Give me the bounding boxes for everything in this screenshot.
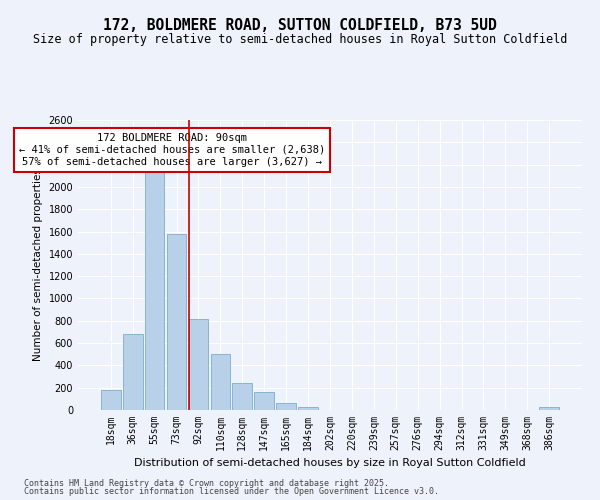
Bar [298, 406, 318, 410]
Text: Size of property relative to semi-detached houses in Royal Sutton Coldfield: Size of property relative to semi-detach… [33, 32, 567, 46]
Y-axis label: Number of semi-detached properties: Number of semi-detached properties [33, 168, 43, 362]
Bar [276, 404, 296, 410]
Bar [123, 334, 143, 410]
Text: Contains HM Land Registry data © Crown copyright and database right 2025.: Contains HM Land Registry data © Crown c… [24, 478, 389, 488]
Text: 172 BOLDMERE ROAD: 90sqm
← 41% of semi-detached houses are smaller (2,638)
57% o: 172 BOLDMERE ROAD: 90sqm ← 41% of semi-d… [19, 134, 325, 166]
Bar [211, 354, 230, 410]
Bar [232, 383, 252, 410]
Bar [254, 392, 274, 410]
Bar [145, 170, 164, 410]
Bar [101, 390, 121, 410]
Bar [539, 406, 559, 410]
Bar [167, 234, 187, 410]
Text: Contains public sector information licensed under the Open Government Licence v3: Contains public sector information licen… [24, 487, 439, 496]
Text: 172, BOLDMERE ROAD, SUTTON COLDFIELD, B73 5UD: 172, BOLDMERE ROAD, SUTTON COLDFIELD, B7… [103, 18, 497, 32]
X-axis label: Distribution of semi-detached houses by size in Royal Sutton Coldfield: Distribution of semi-detached houses by … [134, 458, 526, 468]
Bar [188, 318, 208, 410]
